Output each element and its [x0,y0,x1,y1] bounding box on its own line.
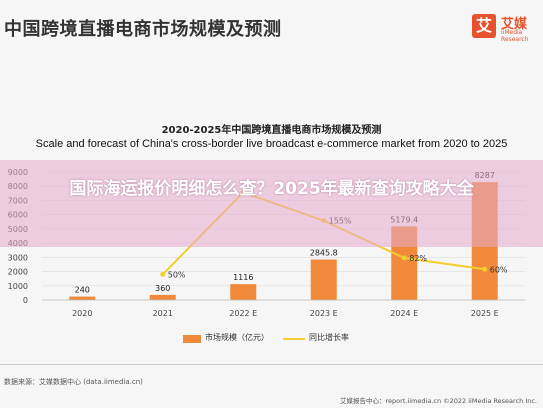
bar-value-label: 2845.8 [310,249,338,258]
x-tick-label: 2020 [72,309,92,318]
legend-bar-label: 市场规模（亿元） [205,333,269,342]
y-tick-label: 3000 [8,253,28,262]
bar [230,284,257,300]
bar [149,294,176,300]
chart-subtitle: Scale and forecast of China's cross-bord… [35,138,508,150]
divider [0,364,543,365]
legend-line-label: 同比增长率 [309,333,349,342]
growth-label: 60% [490,265,508,274]
bar-value-label: 360 [155,284,170,293]
bar-value-label: 1116 [233,273,253,282]
growth-point [482,266,488,272]
logo-text: 艾媒 [501,17,528,32]
x-tick-label: 2024 E [390,309,418,318]
y-tick-label: 2000 [8,268,28,277]
bar-value-label: 240 [75,286,90,295]
x-tick-label: 2023 E [310,309,338,318]
legend-line-swatch [283,338,305,340]
page-title: 中国跨境直播电商市场规模及预测 [4,19,282,40]
growth-label: 50% [168,270,186,279]
y-tick-label: 1000 [8,282,28,291]
y-tick-label: 0 [23,296,28,305]
x-tick-label: 2022 E [229,309,257,318]
source-note: 数据来源：艾媒数据中心 (data.iimedia.cn) [4,378,143,386]
legend-bar-swatch [183,335,201,343]
footer-credit: 艾媒报告中心：report.iimedia.cn ©2022 iiMedia R… [340,397,537,405]
logo-subtext: iiMedia Research [501,29,529,43]
iimedia-logo-icon: 艾 [472,14,496,38]
article-title-banner[interactable] [0,160,543,247]
article-title[interactable]: 国际海运报价明细怎么查？2025年最新查询攻略大全 [69,179,474,199]
growth-point [401,255,407,261]
chart-title: 2020-2025年中国跨境直播电商市场规模及预测 [161,125,382,136]
growth-label: 82% [409,254,427,263]
growth-point [160,271,166,277]
x-tick-label: 2021 [153,309,173,318]
bar [69,296,96,300]
x-tick-label: 2025 E [471,309,499,318]
bar [310,259,337,300]
